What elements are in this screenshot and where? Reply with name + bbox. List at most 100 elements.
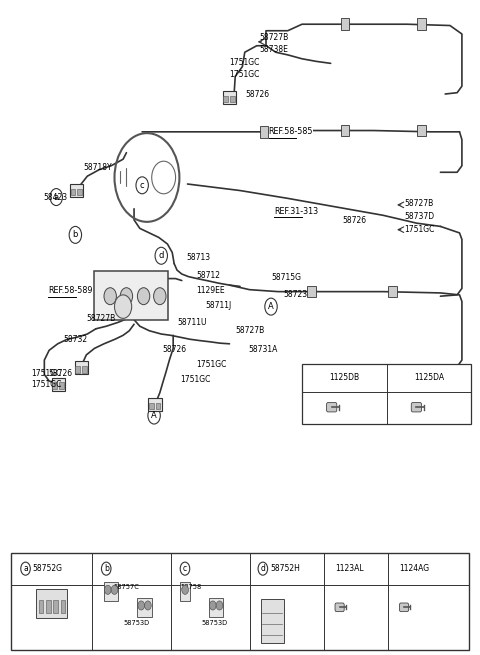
Circle shape <box>144 601 151 610</box>
FancyBboxPatch shape <box>341 18 349 30</box>
FancyBboxPatch shape <box>94 271 168 320</box>
FancyBboxPatch shape <box>223 96 228 102</box>
Circle shape <box>137 288 150 305</box>
FancyBboxPatch shape <box>11 553 469 650</box>
Text: 58752G: 58752G <box>33 564 63 573</box>
Text: c: c <box>183 564 187 573</box>
Text: 58731A: 58731A <box>249 345 278 354</box>
Text: 58423: 58423 <box>43 193 68 202</box>
Text: d: d <box>158 252 164 260</box>
Text: 58726: 58726 <box>163 345 187 354</box>
Text: 58726: 58726 <box>343 216 367 225</box>
Text: A: A <box>151 411 157 420</box>
Text: 58737D: 58737D <box>405 212 435 221</box>
Text: 58727B: 58727B <box>405 199 434 208</box>
Text: 58726: 58726 <box>48 369 72 378</box>
Text: 58727B: 58727B <box>235 326 264 335</box>
Text: REF.58-585: REF.58-585 <box>269 127 313 136</box>
Text: 1751GC: 1751GC <box>180 375 211 384</box>
FancyBboxPatch shape <box>75 366 80 373</box>
FancyBboxPatch shape <box>70 184 84 197</box>
Circle shape <box>111 586 118 594</box>
Circle shape <box>105 586 111 594</box>
Text: a: a <box>23 564 28 573</box>
Text: 58711U: 58711U <box>177 318 206 327</box>
FancyBboxPatch shape <box>156 403 160 409</box>
Text: c: c <box>140 181 144 190</box>
FancyBboxPatch shape <box>46 600 50 613</box>
FancyBboxPatch shape <box>104 582 118 601</box>
FancyBboxPatch shape <box>223 92 236 104</box>
Text: 58715G: 58715G <box>271 273 301 282</box>
Text: d: d <box>261 564 265 573</box>
FancyBboxPatch shape <box>399 603 408 612</box>
Text: REF.31-313: REF.31-313 <box>275 207 319 216</box>
FancyBboxPatch shape <box>388 286 397 297</box>
Text: 1751GC: 1751GC <box>229 70 260 79</box>
Circle shape <box>182 586 189 594</box>
Text: 1751GC: 1751GC <box>31 369 61 378</box>
Text: 1129EE: 1129EE <box>196 286 225 295</box>
Text: 1751GC: 1751GC <box>196 360 227 369</box>
Text: b: b <box>72 231 78 239</box>
FancyBboxPatch shape <box>137 597 152 617</box>
Text: 1751GC: 1751GC <box>405 225 435 234</box>
FancyBboxPatch shape <box>149 403 154 409</box>
Text: b: b <box>104 564 108 573</box>
FancyBboxPatch shape <box>148 398 162 411</box>
FancyBboxPatch shape <box>341 124 349 136</box>
Text: 1751GC: 1751GC <box>229 58 260 67</box>
Text: 58713: 58713 <box>187 253 211 261</box>
Text: 58758: 58758 <box>180 584 202 590</box>
FancyBboxPatch shape <box>307 286 316 297</box>
FancyBboxPatch shape <box>411 403 421 412</box>
FancyBboxPatch shape <box>36 589 67 618</box>
Text: 58753D: 58753D <box>123 620 149 626</box>
FancyBboxPatch shape <box>261 599 284 643</box>
Text: 58712: 58712 <box>196 271 220 280</box>
Text: 58738E: 58738E <box>259 45 288 54</box>
Text: 1125DB: 1125DB <box>329 373 360 383</box>
FancyBboxPatch shape <box>39 600 43 613</box>
FancyBboxPatch shape <box>75 362 88 375</box>
Text: a: a <box>54 193 59 202</box>
Circle shape <box>120 288 132 305</box>
FancyBboxPatch shape <box>60 600 65 613</box>
Text: 58732: 58732 <box>63 335 87 344</box>
FancyBboxPatch shape <box>71 189 75 195</box>
FancyBboxPatch shape <box>417 18 426 30</box>
Text: 1123AL: 1123AL <box>335 564 364 573</box>
Circle shape <box>104 288 116 305</box>
Circle shape <box>154 288 166 305</box>
Text: 58711J: 58711J <box>205 301 232 310</box>
FancyBboxPatch shape <box>417 124 426 136</box>
FancyBboxPatch shape <box>52 378 65 391</box>
FancyBboxPatch shape <box>53 600 58 613</box>
FancyBboxPatch shape <box>180 582 191 601</box>
Text: 58727B: 58727B <box>86 314 116 323</box>
FancyBboxPatch shape <box>326 403 337 412</box>
Text: 1125DA: 1125DA <box>414 373 444 383</box>
Text: 58726: 58726 <box>246 90 270 98</box>
Text: 1751GC: 1751GC <box>31 381 61 389</box>
FancyBboxPatch shape <box>230 96 235 102</box>
Text: REF.58-589: REF.58-589 <box>48 286 93 295</box>
FancyBboxPatch shape <box>59 383 64 389</box>
Text: 58757C: 58757C <box>114 584 139 590</box>
Text: 1124AG: 1124AG <box>399 564 430 573</box>
Circle shape <box>209 601 216 610</box>
FancyBboxPatch shape <box>82 366 87 373</box>
Circle shape <box>216 601 223 610</box>
Text: 58718Y: 58718Y <box>84 163 112 172</box>
FancyBboxPatch shape <box>77 189 82 195</box>
Text: 58723: 58723 <box>283 290 307 299</box>
Circle shape <box>138 601 144 610</box>
FancyBboxPatch shape <box>52 383 57 389</box>
FancyBboxPatch shape <box>335 603 344 612</box>
Text: 58753D: 58753D <box>202 620 228 626</box>
Text: A: A <box>268 302 274 311</box>
Text: 58727B: 58727B <box>259 33 288 43</box>
FancyBboxPatch shape <box>209 597 223 617</box>
Text: 58752H: 58752H <box>270 564 300 573</box>
Circle shape <box>115 295 132 318</box>
